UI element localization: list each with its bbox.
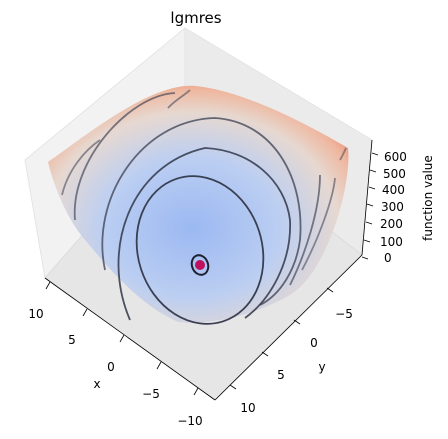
z-tick-label-2: 100 <box>380 235 403 249</box>
y-axis-label: y <box>318 360 325 374</box>
minimum-point-marker <box>195 260 205 270</box>
y-tick-mark-3 <box>261 351 269 357</box>
z-tick-label-5: 400 <box>382 183 405 197</box>
y-axis-ticks <box>229 287 334 390</box>
contour-3 <box>117 147 291 321</box>
contour-2 <box>135 175 265 325</box>
y-tick-label-2: 0 <box>310 336 318 350</box>
y-tick-mark-2 <box>293 319 301 325</box>
chart-title: lgmres <box>170 9 221 27</box>
x-tick-label-5: −10 <box>177 414 202 428</box>
y-tick-label-1: −5 <box>335 307 353 321</box>
z-tick-mark-3 <box>365 221 373 225</box>
contour-lines <box>61 89 347 325</box>
contour-1 <box>190 254 210 276</box>
z-tick-label-7: 600 <box>384 150 407 164</box>
contour-5 <box>73 92 176 221</box>
z-tick-mark-4 <box>366 203 374 207</box>
y-axis-line <box>214 254 363 401</box>
z-tick-mark-2 <box>363 239 371 243</box>
surface-mesh <box>48 85 349 323</box>
contour-9 <box>301 177 336 271</box>
x-tick-mark-1 <box>45 281 51 290</box>
x-tick-label-2: 5 <box>68 333 76 347</box>
z-tick-mark-6 <box>369 169 377 173</box>
x-tick-label-4: −5 <box>142 387 160 401</box>
y-tick-mark-1 <box>326 287 334 293</box>
z-tick-mark-7 <box>371 152 379 156</box>
contour-7 <box>61 139 101 196</box>
contour-8 <box>167 89 191 109</box>
z-tick-label-6: 500 <box>383 167 406 181</box>
y-tick-mark-4 <box>229 384 237 390</box>
z-tick-label-3: 200 <box>380 217 403 231</box>
x-tick-mark-3 <box>119 334 125 343</box>
x-tick-mark-2 <box>82 308 88 317</box>
x-tick-mark-5 <box>193 387 199 396</box>
x-tick-label-1: 10 <box>28 307 43 321</box>
y-tick-label-4: 10 <box>240 401 255 415</box>
z-tick-label-1: 0 <box>384 251 392 265</box>
z-axis-line <box>361 139 373 256</box>
z-tick-label-4: 300 <box>381 200 404 214</box>
contour-4 <box>101 117 302 306</box>
contour-6 <box>289 174 321 286</box>
y-tick-label-3: 5 <box>277 368 285 382</box>
x-axis-label: x <box>93 377 100 391</box>
z-tick-mark-5 <box>368 186 376 190</box>
contour-10 <box>339 147 347 161</box>
z-axis-ticks <box>361 152 379 260</box>
z-axis-label: function value <box>421 155 435 241</box>
x-tick-mark-4 <box>156 361 162 370</box>
x-tick-label-3: 0 <box>107 360 115 374</box>
x-axis-line <box>44 277 216 401</box>
z-tick-mark-1 <box>361 256 369 260</box>
x-axis-ticks <box>45 281 199 396</box>
